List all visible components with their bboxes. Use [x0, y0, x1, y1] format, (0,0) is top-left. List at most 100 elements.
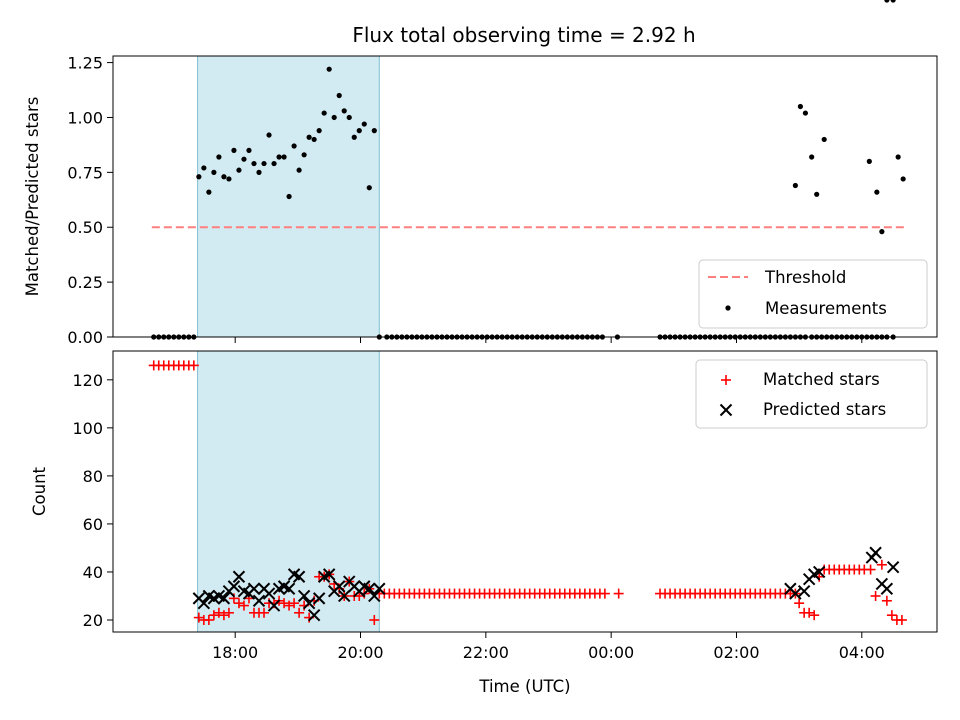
x-tick-label: 04:00: [839, 643, 885, 662]
legend-threshold-label: Threshold: [764, 268, 846, 287]
predicted-star-point: [363, 582, 376, 595]
measurement-point: [301, 152, 307, 158]
measurement-point: [821, 136, 827, 143]
predicted-star-point: [373, 582, 386, 595]
measurement-point: [371, 128, 377, 134]
legend-frame: [695, 359, 928, 429]
measurement-point: [316, 128, 322, 134]
ratio-y-tick-label: 0.50: [67, 218, 103, 237]
predicted-star-point: [292, 570, 306, 583]
ratio-y-tick-label: 1.00: [67, 108, 103, 127]
predicted-star-point: [333, 580, 346, 593]
count-legend: Matched stars Predicted stars: [695, 359, 928, 429]
measurement-point: [281, 154, 287, 160]
measurement-point: [276, 154, 282, 160]
matched-star-point: [294, 607, 305, 618]
ratio-y-axis: 0.00 0.25 0.50 0.75 1.00 1.25: [67, 54, 113, 347]
matched-star-point: [233, 598, 244, 609]
predicted-star-point: [789, 587, 802, 600]
predicted-star-point: [368, 589, 381, 603]
measurement-point: [356, 128, 362, 134]
matched-star-point: [870, 590, 881, 601]
x-tick-label: 22:00: [463, 643, 509, 662]
predicted-star-point: [338, 589, 351, 603]
measurement-point: [311, 136, 317, 143]
matched-star-point: [259, 607, 270, 618]
predicted-star-point: [247, 582, 261, 595]
measurement-point: [361, 121, 367, 127]
matched-star-point: [223, 607, 234, 618]
measurement-point: [291, 143, 297, 149]
matched-star-point: [203, 614, 214, 625]
predicted-star-point: [267, 599, 281, 612]
predicted-star-point: [869, 546, 882, 559]
matched-star-point: [809, 610, 820, 621]
predicted-star-point: [322, 568, 336, 581]
predicted-star-point: [302, 596, 316, 610]
measurement-point: [236, 167, 242, 173]
matched-star-point: [886, 610, 897, 621]
matched-star-point: [613, 588, 624, 599]
measurement-point: [890, 0, 896, 3]
measurement-point: [866, 158, 872, 164]
measurement-point: [286, 193, 292, 200]
measurement-point: [809, 154, 815, 160]
count-y-axis: 20 40 60 80 100 120: [72, 371, 113, 630]
measurement-point: [231, 147, 237, 153]
measurement-point: [802, 110, 809, 116]
predicted-star-point: [297, 589, 311, 603]
measurement-point: [895, 154, 901, 160]
measurement-point: [792, 182, 798, 189]
measurement-point: [256, 169, 262, 175]
count-y-axis-label: Count: [30, 466, 49, 516]
x-tick-label: 02:00: [713, 643, 759, 662]
matched-star-point: [188, 360, 199, 371]
ratio-panel-marks: [151, 0, 906, 340]
measurement-point: [241, 156, 247, 162]
measurement-point: [271, 160, 277, 167]
predicted-star-point: [262, 587, 276, 600]
matched-star-point: [213, 607, 224, 618]
measurement-point: [196, 174, 202, 180]
ratio-panel: 0.00 0.25 0.50 0.75 1.00 1.25 Matched/Predict…: [23, 0, 938, 347]
count-x-axis: 18:00 20:00 22:00 00:00 02:00 04:00: [212, 632, 885, 662]
ratio-y-tick-label: 0.25: [67, 273, 103, 292]
measurement-point: [900, 176, 906, 182]
predicted-star-point: [217, 592, 231, 605]
measurement-point: [266, 132, 272, 138]
matched-star-point: [804, 607, 815, 618]
predicted-star-point: [886, 560, 900, 574]
ratio-y-tick-label: 0.75: [67, 163, 103, 182]
count-y-tick-label: 100: [72, 419, 103, 438]
matched-star-point: [284, 600, 295, 611]
measurement-point: [879, 229, 885, 235]
predicted-star-point: [797, 584, 811, 598]
measurement-point: [206, 189, 212, 195]
matched-star-point: [193, 612, 204, 623]
measurement-point: [366, 185, 372, 191]
measurement-point: [331, 114, 337, 121]
count-y-tick-label: 60: [83, 515, 103, 534]
measurement-point: [884, 0, 890, 3]
measurement-point: [797, 103, 803, 110]
measurement-point: [216, 154, 222, 160]
legend-frame: [698, 259, 928, 329]
legend-measurement-label: Measurements: [765, 299, 887, 318]
predicted-star-point: [232, 570, 246, 583]
ratio-legend: Threshold Measurements: [698, 259, 928, 329]
matched-star-point: [876, 559, 887, 570]
matched-star-point: [881, 595, 892, 606]
x-tick-label: 18:00: [212, 643, 258, 662]
measurement-point: [341, 108, 347, 114]
predicted-star-point: [197, 596, 211, 610]
measurement-point: [261, 160, 267, 167]
measurement-point: [296, 167, 302, 173]
measurement-point: [814, 191, 820, 197]
matched-star-point: [865, 564, 876, 575]
ratio-x-axis: [234, 337, 863, 343]
measurement-point: [351, 134, 357, 140]
matched-star-point: [279, 598, 290, 609]
measurement-point: [306, 134, 312, 140]
measurement-point: [326, 66, 332, 72]
